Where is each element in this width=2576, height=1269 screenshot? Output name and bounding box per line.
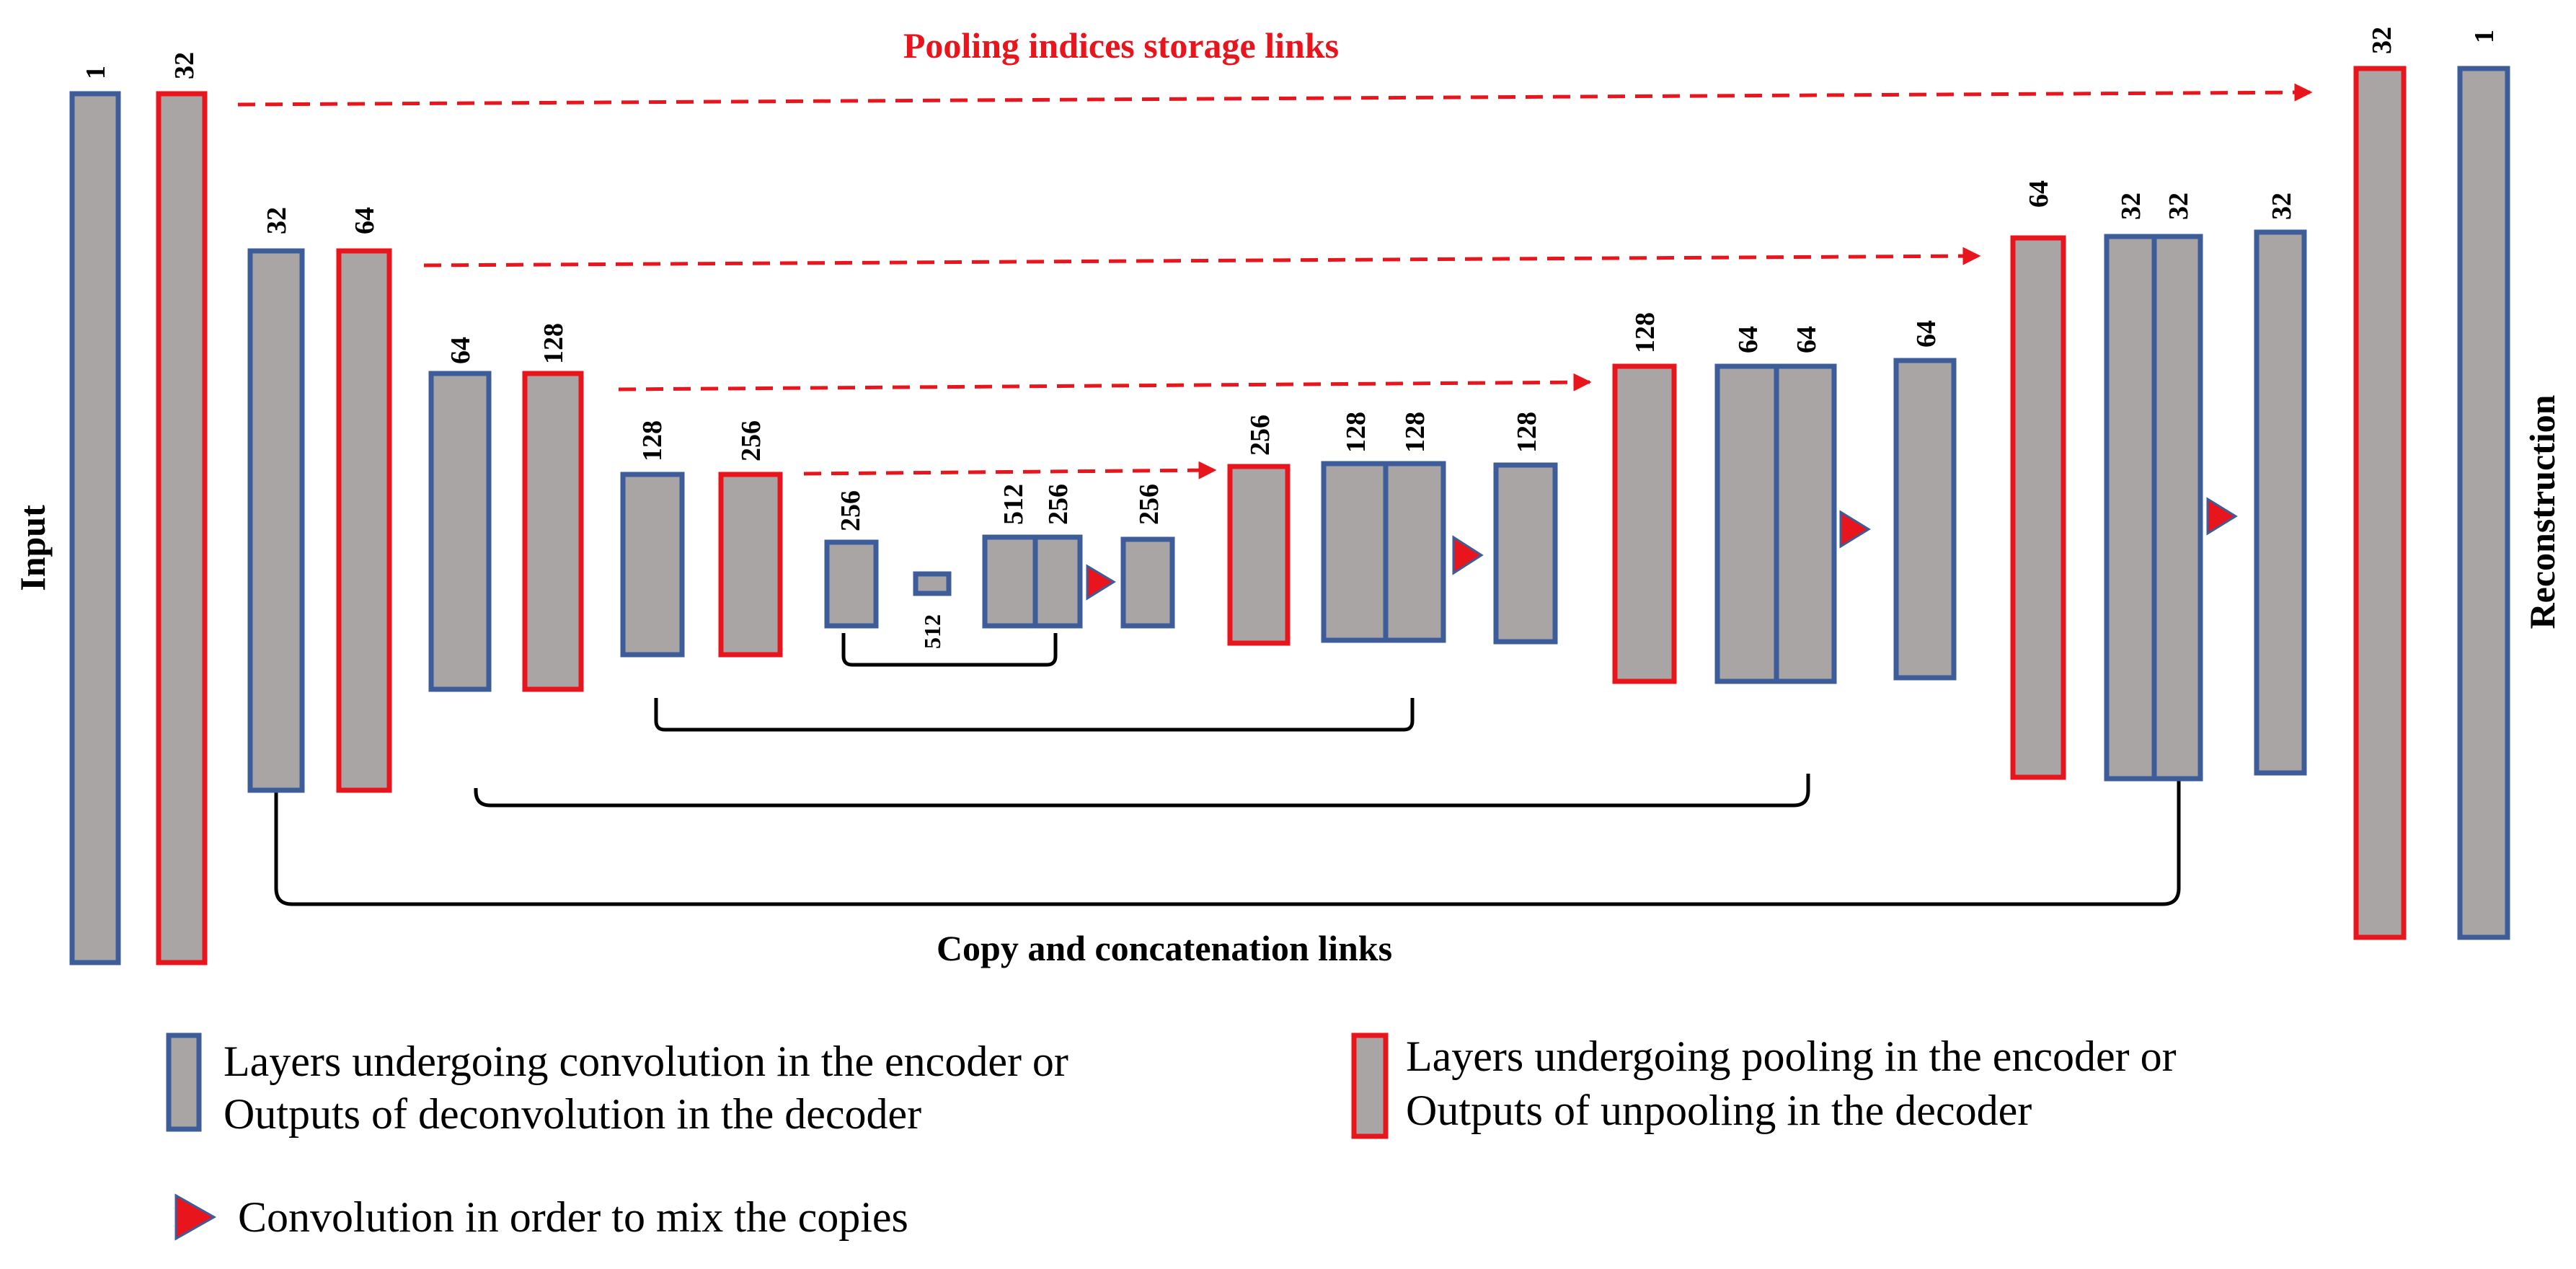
dec5-out-channels: 256 [1134,484,1164,525]
enc4-pool-block [718,472,783,658]
legend-pool-swatch [1351,1033,1389,1139]
dec1-unpool-block [2353,66,2407,940]
dec2-unpool-block [2010,235,2066,780]
bottleneck-upsampled-channels: 512 [999,484,1029,525]
bottleneck-block [913,571,952,596]
dec3-unpool-block [1612,363,1677,684]
legend-conv-line2: Outputs of deconvolution in the decoder [223,1090,921,1138]
bottleneck-copy-channels: 256 [1043,484,1074,525]
copy-links-title: Copy and concatenation links [937,928,1392,968]
pooling-links-title: Pooling indices storage links [903,25,1339,66]
enc4-conv-block [620,472,685,658]
dec5-out-block [1120,536,1175,629]
legend-pool-line1: Layers undergoing pooling in the encoder… [1406,1033,2177,1080]
dec3-out-channels: 64 [1911,320,1942,348]
dec4-concat-b-block [1383,461,1446,643]
enc1-conv-channels: 1 [81,66,111,79]
dec4-unpool-channels: 256 [1245,415,1275,456]
copy-link-level5 [841,633,1058,667]
dec2-concat-a-channels: 32 [2116,193,2146,220]
bottleneck-copy-block [1032,534,1083,629]
enc2-pool-channels: 64 [350,207,380,234]
mix-conv-triangle-level3 [1839,510,1871,549]
enc1-pool-channels: 32 [169,52,200,79]
enc3-conv-block [428,371,492,692]
legend-triangle-icon [174,1193,217,1241]
dec3-concat-b-channels: 64 [1792,326,1822,353]
dec2-unpool-channels: 64 [2024,180,2054,208]
legend-triangle-label: Convolution in order to mix the copies [238,1193,908,1241]
enc2-conv-block [247,248,305,793]
enc3-pool-block [522,371,584,692]
dec3-unpool-channels: 128 [1630,312,1660,353]
dec1-out-channels: 1 [2469,30,2500,43]
bottleneck-upsampled-block [982,534,1038,629]
dec2-out-channels: 32 [2267,193,2297,220]
enc2-pool-block [336,248,392,793]
mix-conv-triangle-level5 [1086,564,1116,601]
dec1-out-block [2457,66,2510,940]
enc3-conv-channels: 64 [446,337,476,364]
enc5-conv-block [824,539,879,629]
pooling-link-level3 [618,373,1592,392]
pooling-link-level4 [803,461,1217,479]
dec3-concat-a-channels: 64 [1733,326,1763,353]
bottleneck-channels: 512 [919,614,945,649]
input-label: Input [12,505,53,591]
enc5-conv-channels: 256 [836,490,866,531]
dec1-unpool-channels: 32 [2367,27,2397,54]
dec3-out-block [1893,358,1957,681]
dec4-out-block [1493,462,1558,645]
dec2-concat-a-block [2104,234,2157,782]
legend-pool-line2: Outputs of unpooling in the decoder [1406,1087,2032,1134]
dec4-concat-a-channels: 128 [1341,412,1371,453]
copy-link-level4 [654,698,1415,732]
enc3-pool-channels: 128 [539,323,569,364]
dec4-out-channels: 128 [1512,412,1542,453]
pooling-link-level1 [237,83,2313,107]
mix-conv-triangle-level4 [1452,535,1484,575]
legend-conv-line1: Layers undergoing convolution in the enc… [223,1038,1068,1085]
dec3-concat-a-block [1714,363,1779,684]
mix-conv-triangle-level2 [2206,497,2238,536]
copy-link-level2 [274,779,2181,906]
enc1-pool-block [156,91,208,965]
pooling-link-level2 [423,247,1981,267]
reconstruction-label: Reconstruction [2522,394,2562,629]
enc1-conv-block [69,91,121,965]
copy-link-level3 [474,774,1810,808]
dec2-concat-b-channels: 32 [2164,193,2194,220]
enc4-conv-channels: 128 [637,420,668,461]
dec2-out-block [2254,229,2307,776]
dec4-concat-a-block [1321,461,1389,643]
dec2-concat-b-block [2151,234,2203,782]
enc4-pool-channels: 256 [736,420,766,461]
dec4-concat-b-channels: 128 [1400,412,1430,453]
dec4-unpool-block [1227,464,1291,646]
enc2-conv-channels: 32 [262,207,292,234]
dec3-concat-b-block [1774,363,1837,684]
legend-conv-swatch [166,1033,202,1132]
